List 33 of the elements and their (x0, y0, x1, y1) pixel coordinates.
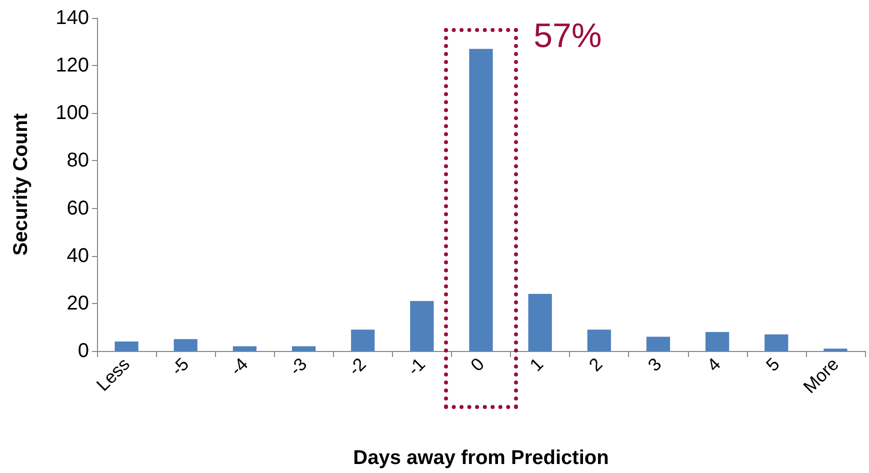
y-tick-label: 60 (66, 197, 89, 220)
x-tick-label: -4 (226, 354, 252, 380)
x-tick-label: -1 (404, 354, 429, 380)
bar (114, 341, 138, 351)
y-tick-label: 20 (66, 292, 89, 314)
y-tick-label: 140 (56, 7, 89, 29)
y-tick-label: 80 (66, 150, 89, 172)
y-tick-label: 100 (56, 102, 89, 124)
bar (174, 339, 198, 351)
bar (646, 336, 670, 351)
x-tick-label: 4 (703, 354, 724, 376)
x-tick-label: 3 (644, 354, 666, 376)
x-tick-label: -2 (344, 354, 370, 380)
bar (292, 346, 316, 351)
x-tick-label: 1 (526, 354, 548, 376)
y-tick-label: 40 (66, 244, 89, 267)
y-axis-title: Security Count (10, 113, 32, 256)
bar (351, 330, 375, 351)
y-tick-label: 120 (56, 54, 89, 77)
annotation: 57% (534, 16, 602, 55)
x-tick-label: -3 (285, 354, 311, 380)
x-axis-title: Days away from Prediction (353, 447, 609, 469)
bar (587, 330, 611, 351)
x-tick-label: 5 (762, 354, 784, 376)
x-tick-label: 2 (585, 354, 606, 376)
bar (410, 301, 434, 351)
x-tick-label: -5 (167, 354, 193, 380)
y-tick-label: 0 (78, 340, 89, 362)
bar (232, 346, 257, 351)
bar (528, 294, 552, 351)
x-tick-label: 0 (466, 354, 488, 376)
bar (764, 334, 788, 351)
bar (705, 332, 730, 351)
